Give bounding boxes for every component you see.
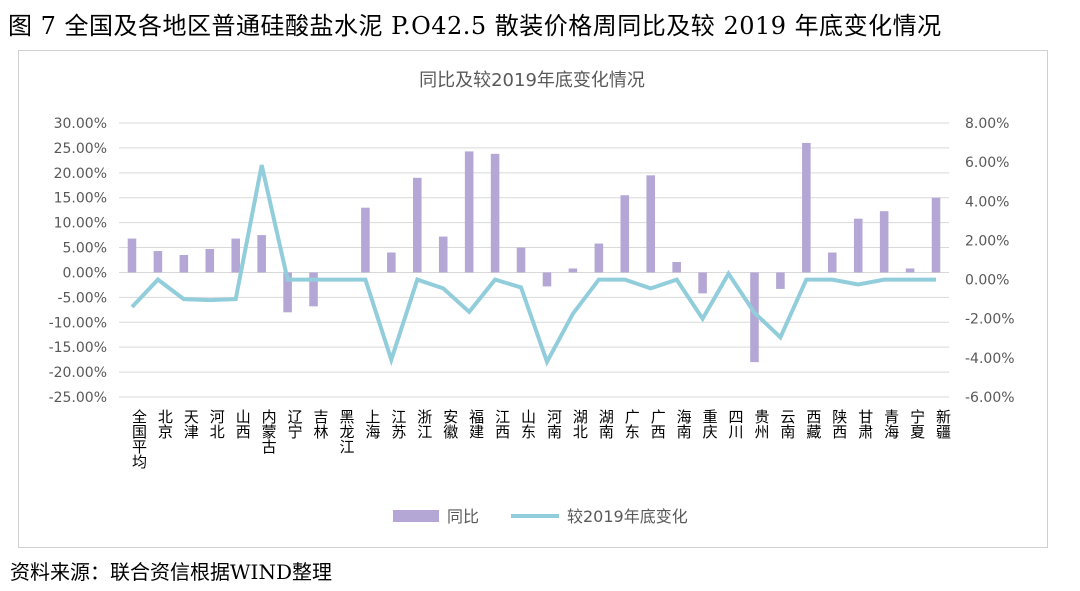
category-label: 广西 <box>649 409 667 439</box>
category-label: 吉林 <box>312 409 330 439</box>
right-tick-label: 2.00% <box>965 233 1009 249</box>
bar <box>257 235 266 273</box>
left-tick-label: 15.00% <box>54 191 107 207</box>
bar <box>931 197 941 273</box>
legend: 同比 较2019年底变化 <box>393 507 688 526</box>
category-label: 宁夏 <box>908 409 926 439</box>
bar <box>231 238 240 273</box>
bar <box>205 249 215 273</box>
category-label: 陕西 <box>830 409 848 439</box>
bar <box>542 272 552 287</box>
bar <box>905 268 915 273</box>
bar <box>413 177 422 273</box>
category-label: 江苏 <box>389 409 407 440</box>
line-path <box>130 164 936 367</box>
category-label: 河北 <box>208 409 226 439</box>
bar <box>594 243 604 273</box>
category-labels: 全国平均 北京 天津 河北 山西 内蒙古 辽宁 吉林 黑龙江 上海 江苏 浙江 安徽 福建 江西 山东 河南 湖北… <box>130 408 952 470</box>
category-label: 浙江 <box>415 409 433 439</box>
category-label: 天津 <box>182 409 200 439</box>
left-axis-ticks: 30.00% 25.00% 20.00% 15.00% 10.00% 5.00% 0.00%… <box>49 116 107 406</box>
bar <box>179 255 189 273</box>
left-tick-label: 10.00% <box>54 216 107 232</box>
left-tick-label: 0.00% <box>63 265 107 281</box>
right-tick-label: 8.00% <box>965 116 1009 132</box>
left-tick-label: -5.00% <box>57 290 107 306</box>
right-tick-label: 0.00% <box>965 273 1009 289</box>
bar <box>879 211 889 273</box>
bar <box>387 252 396 273</box>
left-tick-label: -10.00% <box>49 315 107 331</box>
bar <box>750 272 759 363</box>
left-tick-label: -25.00% <box>49 390 107 406</box>
category-label: 内蒙古 <box>260 409 278 454</box>
right-tick-label: 4.00% <box>965 194 1009 210</box>
bar <box>828 252 837 273</box>
category-label: 甘肃 <box>856 409 874 439</box>
category-label: 河南 <box>545 409 563 439</box>
right-tick-label: -4.00% <box>965 351 1015 367</box>
bar <box>127 238 137 273</box>
category-label: 湖南 <box>597 409 615 439</box>
category-label: 辽宁 <box>286 409 304 439</box>
chart-title: 同比及较2019年底变化情况 <box>419 70 645 91</box>
chart-svg: 同比及较2019年底变化情况 30.00% 25.00% 20.00% 15.00% 1… <box>49 70 1015 526</box>
figure-title: 图 7 全国及各地区普通硅酸盐水泥 P.O42.5 散装价格周同比及较 2019… <box>8 12 942 40</box>
bar <box>283 272 292 313</box>
category-label: 黑龙江 <box>337 409 355 454</box>
bar <box>309 272 318 307</box>
category-label: 广东 <box>623 409 641 439</box>
bar <box>620 195 630 273</box>
right-tick-label: 6.00% <box>965 155 1009 171</box>
category-label: 贵州 <box>752 409 770 439</box>
source-note: 资料来源：联合资信根据WIND整理 <box>10 560 332 584</box>
category-label: 北京 <box>156 409 174 440</box>
right-tick-label: -2.00% <box>965 312 1015 328</box>
category-label: 全国平均 <box>130 408 148 470</box>
bar <box>646 175 655 273</box>
left-tick-label: -20.00% <box>49 365 107 381</box>
legend-bar-swatch <box>393 510 439 522</box>
left-tick-label: -15.00% <box>49 340 107 356</box>
bar <box>464 151 474 273</box>
bar <box>361 207 370 273</box>
bar <box>698 272 707 294</box>
category-label: 安徽 <box>441 409 459 439</box>
bar <box>853 218 863 273</box>
category-label: 湖北 <box>571 409 589 439</box>
right-axis-ticks: 8.00% 6.00% 4.00% 2.00% 0.00% -2.00% -4.00% -6.… <box>965 116 1015 406</box>
category-label: 江西 <box>493 409 511 439</box>
bar <box>672 261 681 273</box>
category-label: 山西 <box>234 409 252 439</box>
category-label: 青海 <box>882 409 900 439</box>
bar <box>568 268 578 273</box>
category-label: 四川 <box>727 409 745 439</box>
category-label: 山东 <box>519 409 537 439</box>
line-series <box>130 164 936 367</box>
bar <box>153 251 163 273</box>
legend-bar-label: 同比 <box>447 507 479 526</box>
bar <box>438 236 448 273</box>
bar <box>516 247 526 273</box>
left-tick-label: 25.00% <box>54 141 107 157</box>
category-label: 福建 <box>467 409 485 439</box>
chart-frame: 同比及较2019年底变化情况 30.00% 25.00% 20.00% 15.00% 1… <box>18 50 1048 548</box>
category-label: 西藏 <box>804 409 822 440</box>
bar-series <box>127 142 941 363</box>
category-label: 海南 <box>675 409 693 439</box>
left-tick-label: 5.00% <box>63 241 107 257</box>
bar <box>490 153 500 273</box>
legend-line-label: 较2019年底变化 <box>567 507 688 526</box>
category-label: 重庆 <box>701 409 719 439</box>
left-tick-label: 30.00% <box>54 116 107 132</box>
category-label: 云南 <box>778 409 796 439</box>
bar <box>776 272 785 289</box>
bar <box>802 142 811 273</box>
right-tick-label: -6.00% <box>965 390 1015 406</box>
left-tick-label: 20.00% <box>54 166 107 182</box>
category-label: 上海 <box>363 409 381 439</box>
category-label: 新疆 <box>934 409 952 439</box>
